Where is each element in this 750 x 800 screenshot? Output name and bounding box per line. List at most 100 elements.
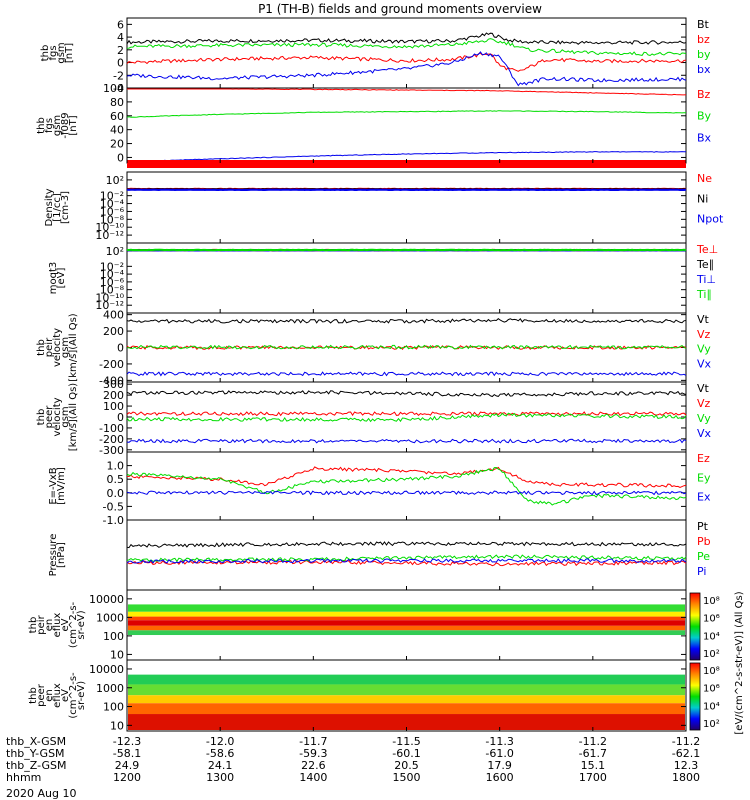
panel-2-ylabel-line-3: gsm [52,115,63,136]
panel-9-ylabel-line-4: eflux [52,613,63,638]
panel-6-ylabel-line-5: [km/s](All Qs) [68,383,79,451]
panel-3-ytick-label-1: 10² [106,174,124,187]
panel-1-ylabel-line-1: thb [40,45,51,62]
time-axis-row-1-value-6: -11.2 [579,735,607,748]
time-axis-row-1-value-3: -11.7 [299,735,327,748]
panel-10-ylabel-line-1: thb [28,687,39,704]
time-axis-row-4-value-5: 1600 [486,771,514,784]
panel-5-legend-1: Vt [697,313,710,326]
panel-4-ytick-label-3: 10⁻⁴ [100,268,125,281]
panel-4-ytick-label-5: 10⁻⁸ [100,284,125,297]
panel-7-series-3 [126,490,687,496]
panel-8-series-4 [126,558,687,564]
colorbar-1 [689,592,701,661]
panel-5-ylabel-line-4: gsm [60,337,71,358]
time-axis-row-4-value-7: 1800 [672,771,700,784]
panel-6-ytick-label-7: -300 [99,444,124,457]
panel-2-ytick-label-3: 60 [110,110,124,123]
panel-9-ylabel-line-2: peir [36,614,47,634]
panel-5-ylabel-line-5: [km/s](All Qs) [68,313,79,381]
time-axis-row-label-3: thb_Z-GSM [6,759,66,772]
panel-1-ytick-label-5: -2 [113,69,124,82]
panel-8-series-2 [126,559,687,567]
panel-6-ytick-label-1: 300 [103,378,124,391]
panel-10-ylabel-line-3: en [44,689,55,702]
colorbar-tick-7: 10⁴ [703,701,720,712]
panel-3-ytick-label-6: 10⁻¹⁰ [95,221,124,234]
time-axis-row-3-value-5: 17.9 [487,759,512,772]
time-axis-group: thb_X-GSM -12.3 -12.0 -11.7 -11.5 -11.3 -11.2-… [6,735,700,784]
panel-6-ylabel-line-4: gsm [60,406,71,427]
panel-7-legend-3: Ex [697,491,711,504]
panel-6-ylabel-line-3: velocity [52,397,63,436]
panel-3-ytick-label-3: 10⁻⁴ [100,198,125,211]
panel-9-band-1 [128,591,685,605]
panel-8-legend-1: Pt [697,520,709,533]
colorbar-label: [eV/(cm^2-s-str-eV)] (All Qs) [734,591,745,734]
panel-10-ylabel-line-7: sr-eV) [76,681,87,710]
panel-3-legend-2: Ni [697,192,708,205]
time-axis-row-4-value-4: 1500 [393,771,421,784]
panel-4-ylabel-line-2: [eV] [56,268,67,289]
time-axis-row-1-value-4: -11.5 [392,735,420,748]
panel-8-legend-4: Pi [697,565,706,578]
panel-3-ytick-label-7: 10⁻¹² [95,229,124,242]
panel-7-ylabel-line-1: E=-VxB [48,467,59,504]
panel-9-ylabel-line-5: eV [60,618,71,631]
panel-9-band-3 [128,611,685,617]
panel-10-band-2 [128,674,685,685]
panel-8-legend-2: Pb [697,535,711,548]
time-axis-row-3-value-2: 24.1 [208,759,233,772]
panel-4-ytick-label-6: 10⁻¹⁰ [95,291,124,304]
plot-title: P1 (TH-B) fields and ground moments over… [258,2,542,16]
panel-6-legend-2: Vz [697,397,711,410]
panel-7-series-1 [126,466,687,489]
colorbar-tick-3: 10⁴ [703,631,720,642]
panel-2-ytick-label-1: 100 [103,82,124,95]
panel-2-legend-2: By [697,110,712,123]
panel-9-band-8 [128,635,685,659]
panel-9-ylabel-line-1: thb [28,617,39,634]
panel-9-ylabel-line-6: (cm^2-s- [68,601,79,648]
time-axis-row-2-value-5: -61.0 [485,747,513,760]
time-axis-row-label-2: thb_Y-GSM [6,747,65,760]
panel-7-legend-2: Ey [697,471,711,484]
colorbar-tick-2: 10⁶ [703,614,720,625]
time-axis-row-1-value-7: -11.2 [672,735,700,748]
panel-1-ytick-label-1: 6 [117,18,124,31]
panel-5-ylabel-line-3: velocity [52,328,63,367]
panel-6-series-2 [126,411,687,417]
panel-9-ytick-label-2: 1000 [96,611,124,624]
panel-9-band-7 [128,630,685,636]
panel-5-series-1 [126,318,687,324]
panel-8-legend-3: Pe [697,550,710,563]
panel-4-ytick-label-4: 10⁻⁶ [100,276,125,289]
panel-10-ylabel-line-2: peer [36,683,47,707]
panel-7-series-2 [126,466,687,506]
panel-6-ytick-label-4: 0 [117,411,124,424]
panel-3-frame [126,171,687,244]
panel-10-band-3 [128,684,685,696]
time-axis-row-3-value-4: 20.5 [394,759,419,772]
panel-4-ylabel: moqt3[eV] [48,262,67,295]
panel-6-series-3 [126,412,687,423]
panel-8-ylabel: Pressure[nPa] [48,534,67,577]
panel-9-band-5 [128,620,685,626]
panel-10-ylabel-line-5: eV [60,689,71,702]
panel-6-legend-4: Vx [697,427,712,440]
time-axis-row-1-value-2: -12.0 [206,735,234,748]
panel-10-band-4 [128,695,685,704]
panel-5-ylabel-line-2: peir [44,337,55,357]
panel-2-ylabel-line-2: fgs [44,118,55,133]
panel-6-ylabel-line-2: peer [44,405,55,429]
colorbar-2 [689,662,701,731]
time-axis-row-3-value-7: 12.3 [674,759,699,772]
panel-10-ytick-label-4: 10 [110,719,124,732]
panel-5-ytick-label-2: 200 [103,325,124,338]
panel-3-legend-3: Npot [697,213,724,226]
time-axis-row-2-value-4: -60.1 [392,747,420,760]
